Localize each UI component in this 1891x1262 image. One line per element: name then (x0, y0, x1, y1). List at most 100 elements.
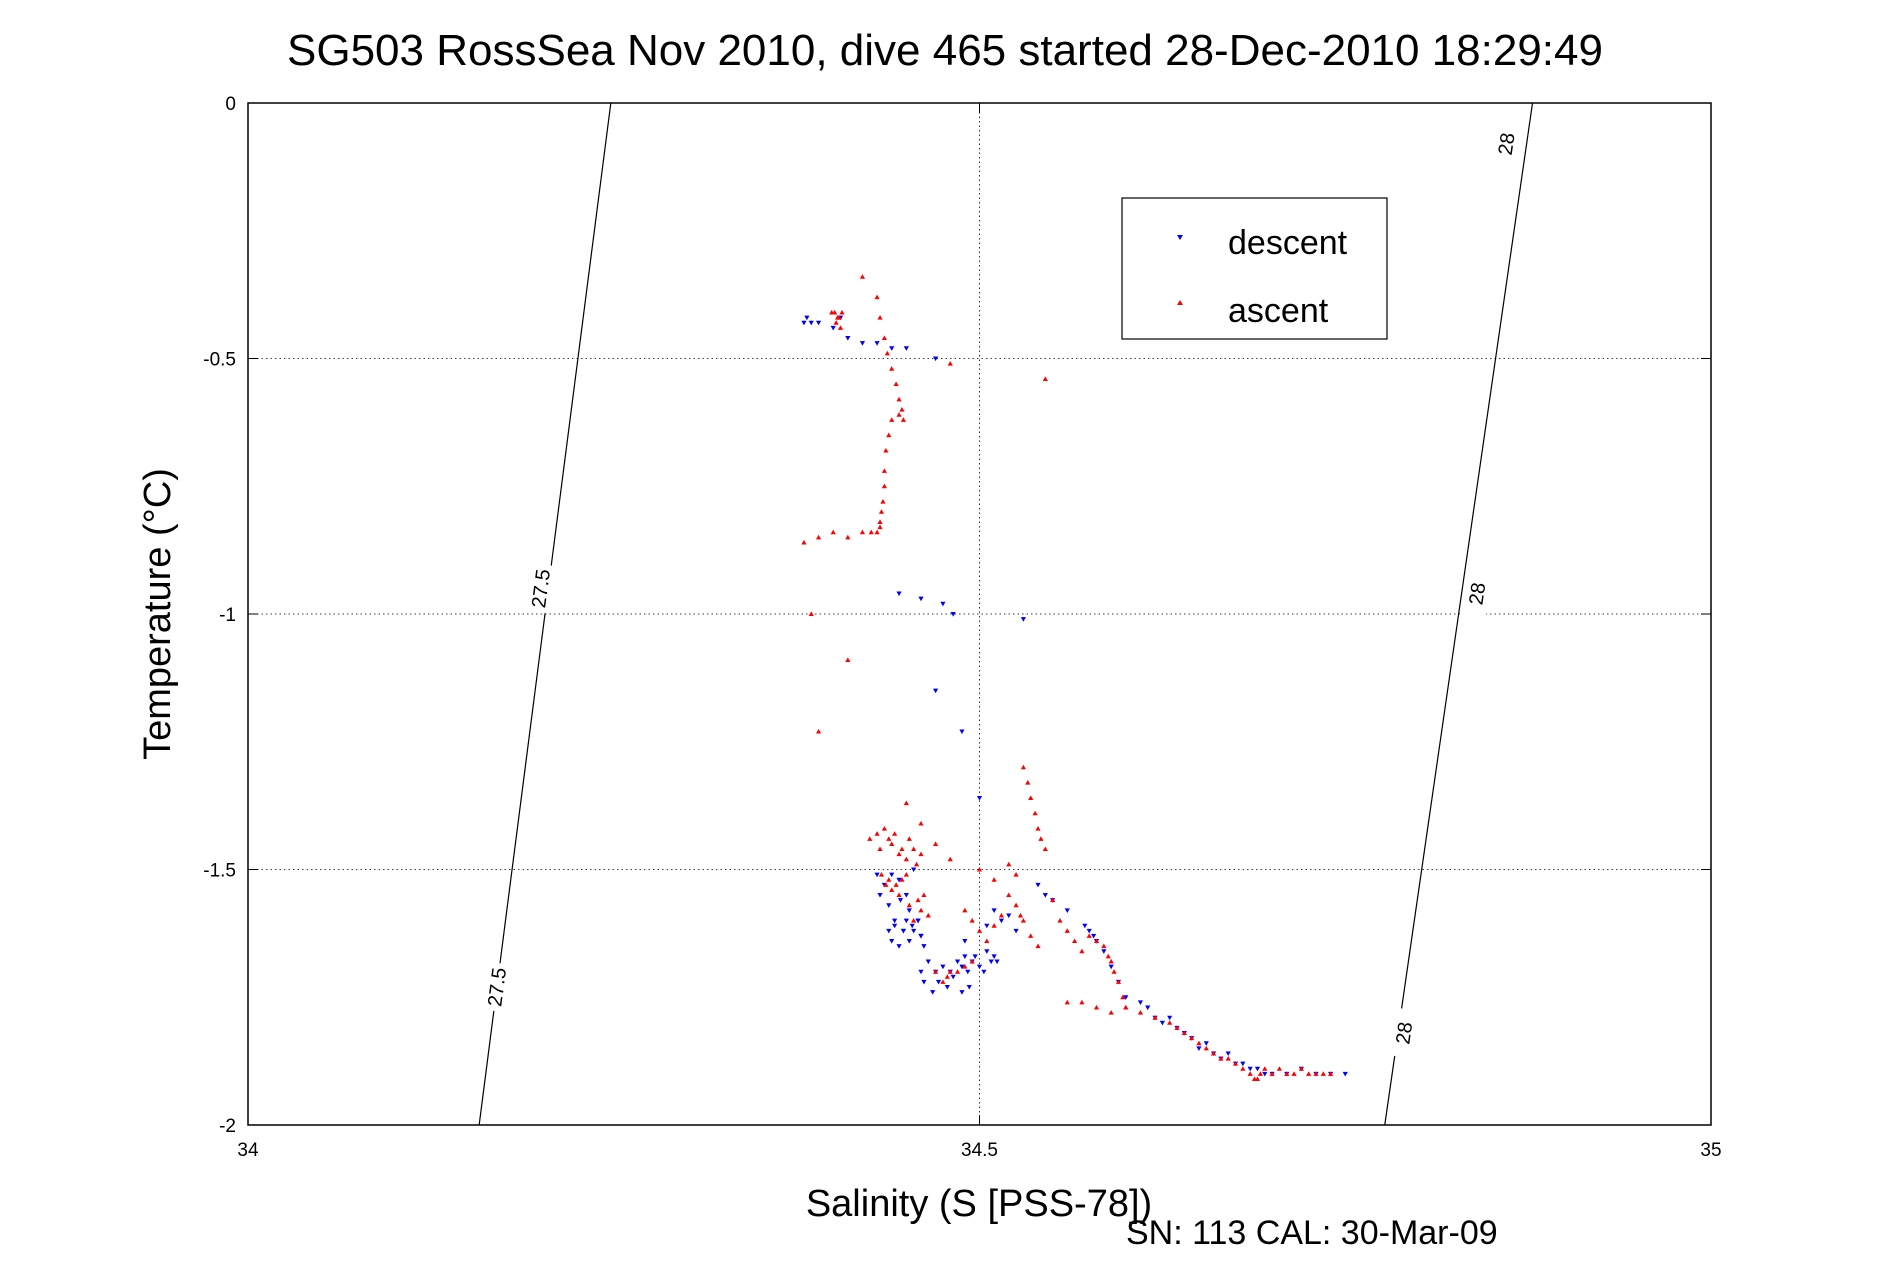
ascent-point (877, 519, 883, 525)
ascent-point (886, 877, 892, 882)
ascent-point (878, 509, 885, 514)
ascent-point (1120, 994, 1126, 1000)
ascent-point (880, 498, 886, 504)
ascent-point (1189, 1035, 1195, 1041)
descent-point (1123, 995, 1129, 1000)
ascent-point (925, 912, 931, 918)
ascent-point (1050, 897, 1056, 903)
ascent-point (933, 969, 939, 974)
contour-line-27.5 (478, 102, 612, 1126)
contour-label-28: 28 (1392, 1021, 1417, 1046)
ascent-point (1269, 1071, 1275, 1076)
ascent-point (1111, 969, 1117, 974)
descent-point (950, 974, 956, 980)
descent-point (886, 903, 892, 908)
ascent-point (1254, 1076, 1261, 1082)
ascent-point (1137, 1009, 1144, 1015)
descent-point (1247, 1066, 1253, 1072)
ascent-point (830, 529, 836, 535)
ascent-point (877, 846, 883, 852)
descent-point (889, 872, 895, 878)
ascent-point (1042, 376, 1048, 381)
ascent-point (1257, 1071, 1263, 1076)
descent-point (962, 954, 968, 959)
ascent-point (1035, 943, 1041, 949)
ascent-point (1017, 912, 1024, 918)
ascent-point (836, 315, 842, 320)
ascent-point (1086, 933, 1092, 938)
ascent-point (899, 846, 905, 852)
descent-point (933, 688, 939, 694)
descent-point (874, 341, 880, 346)
y-axis-label: Temperature (°C) (137, 468, 179, 760)
descent-point (892, 918, 898, 924)
ascent-point (874, 831, 880, 836)
ascent-point (889, 887, 895, 892)
descent-point (959, 990, 965, 995)
descent-point (1064, 908, 1070, 913)
footer-calibration: SN: 113 CAL: 30-Mar-09 (1126, 1214, 1498, 1252)
ascent-point (893, 381, 899, 387)
ascent-point (1298, 1066, 1304, 1071)
ascent-point (1306, 1071, 1312, 1076)
contour-label-bg (1461, 568, 1493, 620)
ascent-point (867, 836, 873, 841)
descent-point (1086, 928, 1092, 934)
ascent-point (976, 866, 983, 872)
descent-point (930, 990, 936, 995)
ascent-point (1006, 892, 1012, 898)
ascent-point (1203, 1045, 1209, 1051)
ascent-point (903, 872, 909, 877)
ascent-point (1042, 846, 1048, 852)
ascent-point (883, 447, 889, 453)
descent-point (1042, 893, 1048, 898)
contour-line-28 (1384, 102, 1534, 1126)
ascent-point (1006, 861, 1012, 867)
ascent-point (832, 309, 838, 315)
density-contours: 27.5 27.5 28 28 28 (478, 102, 1534, 1126)
ascent-point (877, 315, 883, 320)
ascent-point (1038, 836, 1044, 841)
ascent-point (1123, 1004, 1129, 1010)
ascent-point (1093, 938, 1100, 944)
ascent-point (886, 432, 892, 438)
ascent-point (918, 907, 924, 913)
descent-series (801, 315, 1348, 1077)
ascent-point (874, 294, 880, 300)
descent-point (1035, 882, 1041, 888)
ascent-point (1174, 1025, 1180, 1030)
descent-point (906, 939, 912, 944)
ascent-point (969, 918, 975, 923)
ascent-point (1218, 1055, 1224, 1061)
contour-label-bg (1388, 1007, 1420, 1059)
descent-point (1101, 949, 1107, 954)
ascent-point (859, 274, 866, 279)
ascent-point (815, 728, 822, 734)
descent-point (1020, 617, 1026, 622)
ascent-point (962, 907, 968, 913)
descent-point (954, 959, 961, 965)
descent-point (925, 959, 931, 965)
descent-point (976, 964, 983, 970)
contour-label-bg (481, 961, 512, 1013)
ascent-point (1105, 953, 1111, 959)
contour-label-28: 28 (1495, 131, 1520, 156)
legend-marker-ascent (1177, 300, 1183, 305)
ascent-point (933, 841, 939, 846)
descent-point (909, 923, 915, 929)
descent-point (1342, 1071, 1348, 1077)
ascent-point (1196, 1040, 1202, 1046)
descent-point (935, 979, 942, 985)
x-tick-label: 34 (237, 1140, 259, 1161)
descent-point (991, 954, 997, 959)
descent-point (940, 601, 946, 607)
ascent-point (976, 928, 983, 933)
descent-point (1137, 1000, 1144, 1005)
descent-point (998, 918, 1005, 924)
ascent-point (1167, 1020, 1173, 1025)
ascent-point (1028, 933, 1034, 938)
ascent-point (1225, 1055, 1231, 1061)
descent-point (959, 729, 965, 735)
ascent-point (874, 529, 880, 535)
descent-point (889, 939, 895, 944)
